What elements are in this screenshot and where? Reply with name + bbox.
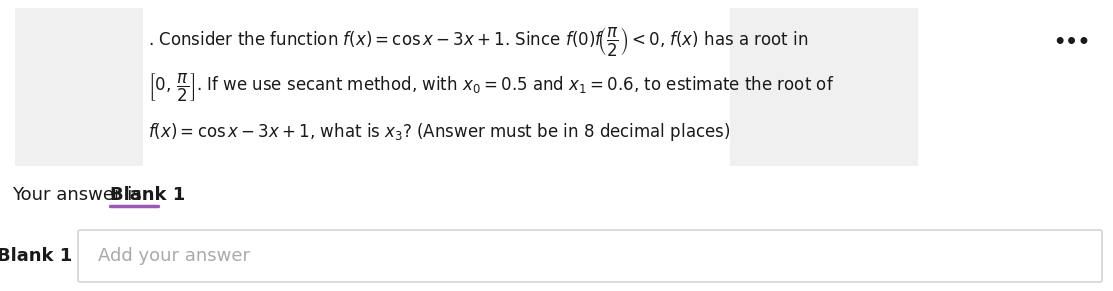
Text: Blank 1: Blank 1 — [0, 247, 72, 265]
Text: Add your answer: Add your answer — [98, 247, 250, 265]
Text: .: . — [160, 186, 166, 204]
FancyBboxPatch shape — [14, 8, 142, 166]
Text: $f(x) = \cos x - 3x + 1$, what is $x_3$? (Answer must be in 8 decimal places): $f(x) = \cos x - 3x + 1$, what is $x_3$?… — [148, 121, 730, 143]
Text: Blank 1: Blank 1 — [110, 186, 185, 204]
Text: $\left[0,\, \dfrac{\pi}{2}\right]$. If we use secant method, with $x_0 = 0.5$ an: $\left[0,\, \dfrac{\pi}{2}\right]$. If w… — [148, 72, 835, 104]
Text: •••: ••• — [1053, 33, 1090, 52]
Text: Your answer is: Your answer is — [12, 186, 148, 204]
Text: . Consider the function $f(x) = \cos x - 3x + 1$. Since $f(0)f\!\left(\dfrac{\pi: . Consider the function $f(x) = \cos x -… — [148, 26, 808, 58]
FancyBboxPatch shape — [78, 230, 1102, 282]
FancyBboxPatch shape — [730, 8, 918, 166]
